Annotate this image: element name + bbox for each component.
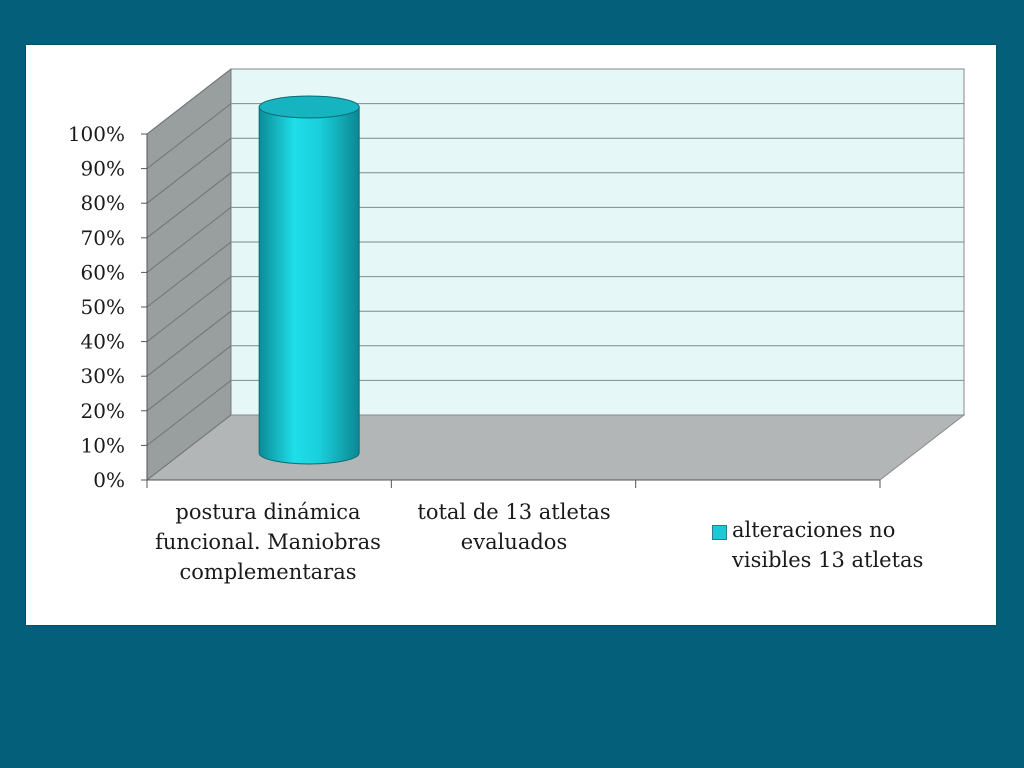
y-tick-label: 100% xyxy=(68,122,125,146)
side-gridline xyxy=(146,207,232,273)
category-label-1: postura dinámica funcional. Maniobras co… xyxy=(155,500,381,584)
y-tick-label: 50% xyxy=(81,295,125,319)
y-tick-label: 70% xyxy=(81,226,125,250)
side-gridline xyxy=(146,345,232,412)
bar-top xyxy=(258,95,360,119)
bar-body xyxy=(258,106,360,465)
side-gridline xyxy=(146,137,232,204)
side-gridline xyxy=(146,68,232,135)
bar-1 xyxy=(258,95,360,465)
side-gridline xyxy=(146,172,232,239)
y-tick-label: 20% xyxy=(81,399,125,423)
y-tick-label: 90% xyxy=(81,157,125,181)
chart: 0% 10% 20% 30% 40% 50% 60% 70% 80% 90% 100% xyxy=(68,67,966,492)
y-tick-label: 80% xyxy=(81,191,125,215)
y-tick-label: 40% xyxy=(81,330,125,354)
y-tick-label: 10% xyxy=(81,433,125,457)
side-gridline xyxy=(146,380,232,446)
side-gridline xyxy=(146,241,232,308)
side-gridline xyxy=(146,414,232,481)
side-gridline xyxy=(146,276,232,342)
y-tick-label: 60% xyxy=(81,260,125,284)
side-gridline xyxy=(146,103,232,169)
slide-panel: 0% 10% 20% 30% 40% 50% 60% 70% 80% 90% 100% postur… xyxy=(26,45,996,625)
y-tick-label: 0% xyxy=(93,468,125,492)
legend-swatch xyxy=(712,525,727,540)
side-gridline xyxy=(146,310,232,377)
legend-label: alteraciones no visibles 13 atletas xyxy=(732,518,924,572)
category-label-2: total de 13 atletas evaluados xyxy=(417,500,611,554)
y-tick-label: 30% xyxy=(81,364,125,388)
